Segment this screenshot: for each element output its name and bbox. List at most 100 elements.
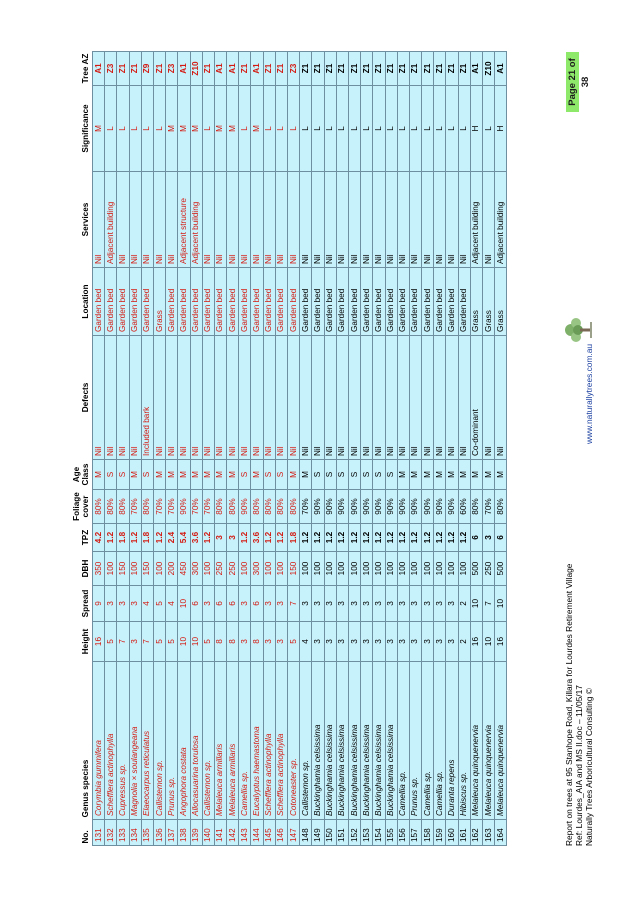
cell-no: 156 — [397, 819, 410, 846]
cell-height: 8 — [226, 621, 239, 662]
cell-height: 3 — [311, 621, 325, 662]
cell-location: Garden bed — [336, 267, 349, 336]
cell-foliage: 80% — [92, 489, 105, 524]
cell-defects: Nil — [385, 335, 398, 460]
cell-no: 147 — [287, 819, 300, 846]
cell-species: Buckinghamia celsissima — [348, 661, 361, 820]
cell-foliage: 90% — [372, 489, 385, 524]
cell-defects: Nil — [263, 335, 276, 460]
cell-az: Z1 — [348, 51, 361, 86]
cell-defects: Nil — [165, 335, 178, 460]
cell-location: Garden bed — [129, 267, 142, 336]
cell-age: M — [482, 459, 495, 490]
cell-location: Garden bed — [263, 267, 276, 336]
footer-report-line: Report on trees at 95 Stanhope Road, Kil… — [564, 563, 574, 846]
cell-no: 160 — [445, 819, 459, 846]
cell-foliage: 90% — [409, 489, 422, 524]
cell-significance: L — [202, 85, 215, 172]
cell-height: 3 — [445, 621, 459, 662]
cell-height: 3 — [238, 621, 251, 662]
cell-species: Callistemon sp. — [153, 661, 166, 820]
cell-services: Nil — [202, 171, 215, 268]
cell-significance: L — [397, 85, 410, 172]
cell-dbh: 100 — [348, 551, 361, 586]
cell-significance: L — [263, 85, 276, 172]
cell-significance: L — [409, 85, 422, 172]
cell-height: 5 — [202, 621, 215, 662]
table-header-row: No. Genus species Height Spread DBH TPZ Foliag… — [64, 52, 93, 846]
cell-location: Garden bed — [238, 267, 251, 336]
table-row: 163 Melaleuca quinquenervia 10 7 250 3 70% M Nil… — [482, 51, 495, 846]
cell-no: 163 — [482, 819, 495, 846]
table-row: 149 Buckinghamia celsissima 3 3 100 1.2 90% S Ni… — [311, 51, 325, 846]
cell-spread: 4 — [141, 585, 154, 622]
cell-dbh: 100 — [238, 551, 251, 586]
cell-spread: 3 — [445, 585, 459, 622]
cell-age: M — [287, 459, 300, 490]
cell-height: 3 — [360, 621, 373, 662]
cell-foliage: 90% — [177, 489, 190, 524]
cell-dbh: 100 — [409, 551, 422, 586]
cell-dbh: 300 — [250, 551, 264, 586]
cell-age: M — [190, 459, 203, 490]
cell-height: 16 — [92, 621, 105, 662]
cell-species: Schefflera actinophylla — [263, 661, 276, 820]
cell-dbh: 500 — [470, 551, 483, 586]
cell-tpz: 1.2 — [263, 523, 276, 552]
cell-services: Nil — [458, 171, 471, 268]
cell-location: Garden bed — [226, 267, 239, 336]
cell-location: Garden bed — [202, 267, 215, 336]
cell-services: Nil — [116, 171, 130, 268]
cell-spread: 10 — [470, 585, 483, 622]
header-dbh: DBH — [81, 559, 90, 578]
table-row: 159 Camellia sp. 3 3 100 1.2 90% M Nil Garden bed… — [433, 51, 446, 846]
page-number-badge: Page 21 of 38 — [566, 52, 591, 112]
cell-species: Hibiscus sp. — [458, 661, 471, 820]
table-row: 144 Eucalyptus haemastoma 8 6 300 3.6 80% M Nil G… — [250, 51, 264, 846]
cell-foliage: 80% — [116, 489, 130, 524]
cell-spread: 9 — [92, 585, 105, 622]
cell-age: M — [153, 459, 166, 490]
cell-dbh: 250 — [226, 551, 239, 586]
cell-no: 159 — [433, 819, 446, 846]
cell-no: 148 — [299, 819, 312, 846]
cell-significance: L — [311, 85, 325, 172]
cell-species: Prunus sp. — [409, 661, 422, 820]
cell-spread: 3 — [104, 585, 117, 622]
cell-significance: L — [458, 85, 471, 172]
cell-location: Garden bed — [141, 267, 154, 336]
cell-significance: M — [190, 85, 203, 172]
cell-defects: Nil — [214, 335, 227, 460]
cell-tpz: 1.8 — [141, 523, 154, 552]
cell-significance: L — [116, 85, 130, 172]
cell-significance: M — [92, 85, 105, 172]
cell-no: 139 — [190, 819, 203, 846]
cell-no: 154 — [372, 819, 385, 846]
website-link[interactable]: www.naturallytrees.com.au — [584, 343, 594, 444]
table-row: 156 Camellia sp. 3 3 100 1.2 90% M Nil Garden bed… — [397, 51, 410, 846]
cell-age: M — [250, 459, 264, 490]
cell-location: Garden bed — [385, 267, 398, 336]
cell-services: Nil — [360, 171, 373, 268]
cell-spread: 3 — [372, 585, 385, 622]
cell-species: Angophora costata — [177, 661, 190, 820]
table-row: 131 Corymbia gummifera 16 9 350 4.2 80% M Nil Gar… — [92, 51, 105, 846]
cell-no: 144 — [250, 819, 264, 846]
cell-tpz: 3.6 — [190, 523, 203, 552]
cell-age: S — [385, 459, 398, 490]
cell-spread: 3 — [360, 585, 373, 622]
cell-defects: Nil — [494, 335, 507, 460]
cell-services: Nil — [129, 171, 142, 268]
footer-ref-line: Ref: Lourdes_AIA and MS II.doc – 11/05/1… — [574, 685, 584, 846]
cell-foliage: 80% — [226, 489, 239, 524]
cell-defects: Nil — [372, 335, 385, 460]
cell-az: A1 — [226, 51, 239, 86]
cell-dbh: 100 — [397, 551, 410, 586]
cell-tpz: 1.2 — [372, 523, 385, 552]
cell-tpz: 1.2 — [348, 523, 361, 552]
cell-significance: L — [275, 85, 288, 172]
cell-location: Garden bed — [92, 267, 105, 336]
cell-services: Nil — [311, 171, 325, 268]
cell-tpz: 1.2 — [445, 523, 459, 552]
cell-services: Nil — [336, 171, 349, 268]
